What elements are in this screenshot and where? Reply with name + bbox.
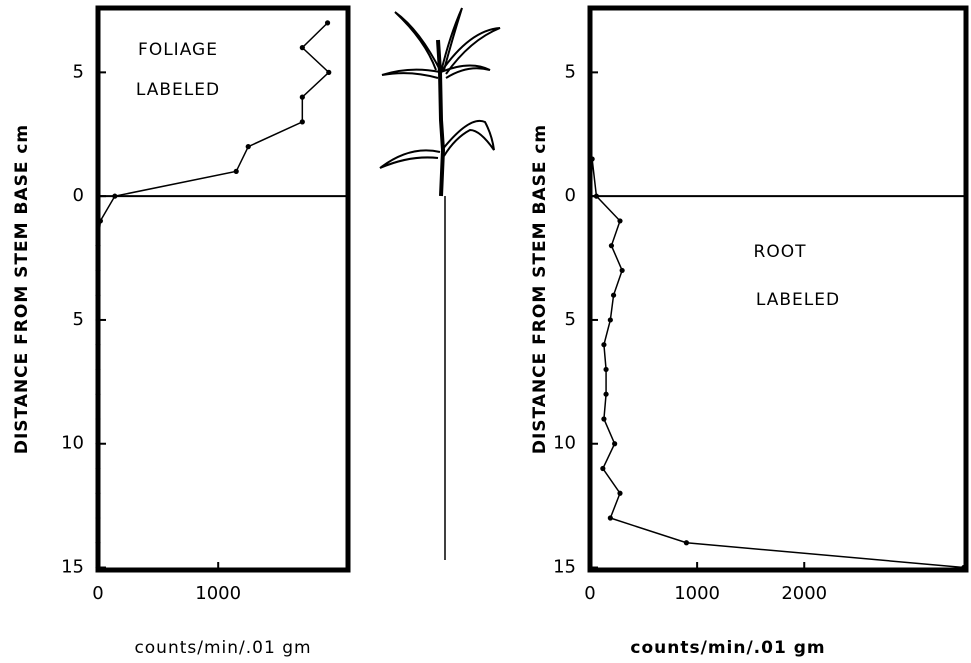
data-point [601, 342, 606, 347]
data-line [592, 159, 964, 568]
data-point [95, 293, 100, 298]
x-tick-label: 1000 [195, 583, 241, 604]
data-point [234, 169, 239, 174]
data-point [608, 317, 613, 322]
data-point [95, 392, 100, 397]
data-point [611, 293, 616, 298]
data-point [594, 194, 599, 199]
data-point [300, 45, 305, 50]
y-axis-title: DISTANCE FROM STEM BASE cm [530, 124, 550, 454]
data-point [95, 441, 100, 446]
y-tick-label: 0 [73, 185, 84, 206]
plant-drawing [380, 8, 500, 560]
data-point [684, 540, 689, 545]
data-point [300, 95, 305, 100]
data-point [617, 491, 622, 496]
data-point [95, 540, 100, 545]
data-point [608, 515, 613, 520]
data-point [95, 243, 100, 248]
annotation: LABELED [136, 80, 220, 100]
x-tick-label: 0 [92, 583, 103, 604]
y-tick-label: 10 [553, 433, 576, 454]
y-tick-label: 10 [61, 433, 84, 454]
data-point [590, 156, 595, 161]
data-point [95, 466, 100, 471]
data-line [98, 23, 329, 568]
data-point [603, 367, 608, 372]
data-point [300, 119, 305, 124]
x-tick-label: 2000 [781, 583, 827, 604]
data-point [95, 491, 100, 496]
data-point [112, 194, 117, 199]
y-tick-label: 15 [553, 557, 576, 578]
y-tick-label: 5 [565, 61, 576, 82]
x-tick-label: 0 [584, 583, 595, 604]
data-point [325, 20, 330, 25]
data-point [612, 441, 617, 446]
y-tick-label: 5 [565, 309, 576, 330]
x-axis-title: counts/min/.01 gm [134, 638, 311, 658]
y-tick-label: 0 [565, 185, 576, 206]
annotation: FOLIAGE [138, 40, 218, 60]
data-point [246, 144, 251, 149]
x-tick-label: 1000 [674, 583, 720, 604]
data-point [95, 317, 100, 322]
data-point [95, 367, 100, 372]
y-axis-title: DISTANCE FROM STEM BASE cm [12, 124, 32, 454]
annotation: LABELED [756, 290, 840, 310]
chart: 505101501000DISTANCE FROM STEM BASE cmco… [0, 0, 971, 663]
x-axis-title: counts/min/.01 gm [630, 638, 825, 658]
data-point [603, 392, 608, 397]
data-point [95, 416, 100, 421]
data-point [95, 342, 100, 347]
y-tick-label: 5 [73, 61, 84, 82]
data-point [95, 268, 100, 273]
y-tick-label: 5 [73, 309, 84, 330]
data-point [326, 70, 331, 75]
data-point [617, 218, 622, 223]
annotation: ROOT [754, 242, 807, 262]
data-point [95, 515, 100, 520]
data-point [600, 466, 605, 471]
data-point [620, 268, 625, 273]
data-point [98, 218, 103, 223]
data-point [609, 243, 614, 248]
data-point [961, 565, 966, 570]
data-point [601, 416, 606, 421]
y-tick-label: 15 [61, 557, 84, 578]
data-point [95, 565, 100, 570]
plot-frame [590, 8, 966, 570]
